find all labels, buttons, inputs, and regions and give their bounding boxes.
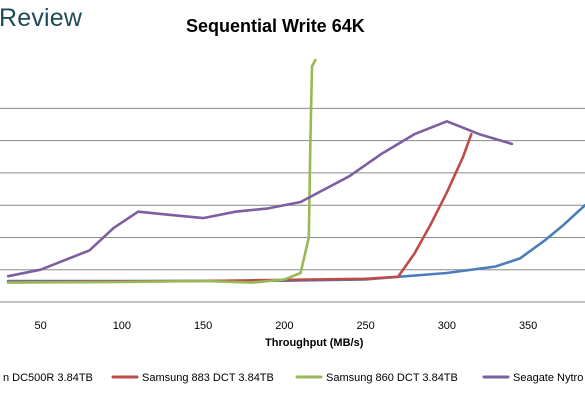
series-line-2	[6, 58, 317, 284]
x-axis-title: Throughput (MB/s)	[265, 337, 364, 349]
brand-logo: Review	[0, 4, 83, 32]
x-tick-label-200: 200	[275, 320, 293, 332]
x-tick-label-150: 150	[194, 320, 212, 332]
legend-label-3: Seagate Nytro	[513, 372, 583, 384]
series-line-1	[6, 132, 473, 284]
legend-label-1: Samsung 883 DCT 3.84TB	[142, 372, 274, 384]
chart-title: Sequential Write 64K	[186, 16, 365, 36]
series-line-3	[6, 120, 514, 278]
x-tick-label-100: 100	[113, 320, 131, 332]
x-tick-label-300: 300	[438, 320, 456, 332]
x-tick-label-50: 50	[35, 320, 47, 332]
x-tick-label-350: 350	[519, 320, 537, 332]
legend-label-0: n DC500R 3.84TB	[3, 372, 93, 384]
legend-label-2: Samsung 860 DCT 3.84TB	[326, 372, 458, 384]
x-tick-label-250: 250	[356, 320, 374, 332]
